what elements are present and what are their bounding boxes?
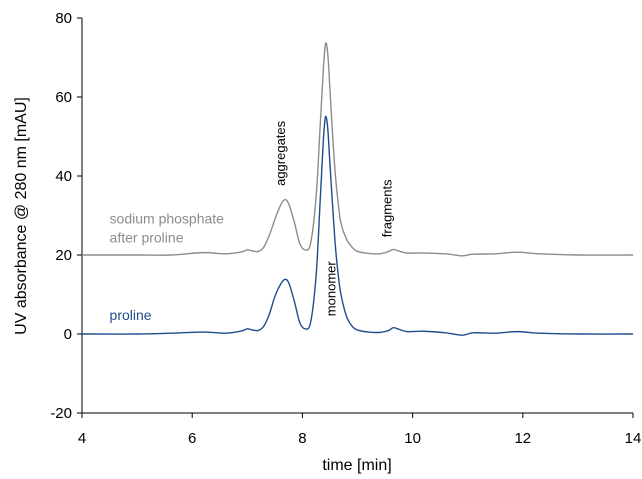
y-tick-label: 20 <box>55 247 72 264</box>
x-tick-label: 14 <box>625 430 642 447</box>
y-tick-label: 60 <box>55 89 72 106</box>
series-line-sodium-phosphate <box>82 42 634 257</box>
x-tick-label: 10 <box>404 430 421 447</box>
annotation-fragments: fragments <box>380 179 395 237</box>
annotation-aggregates: aggregates <box>273 120 288 186</box>
series-label-sodium-phosphate: sodium phosphate after proline <box>110 210 225 245</box>
series-line-proline <box>81 115 634 336</box>
y-tick-label: 0 <box>64 326 72 343</box>
x-tick-label: 8 <box>298 430 306 447</box>
y-tick-label: 80 <box>55 10 72 27</box>
series-label-proline: proline <box>110 307 152 323</box>
x-tick-label: 4 <box>78 430 86 447</box>
annotation-monomer: monomer <box>324 261 339 317</box>
y-tick-label: -20 <box>50 405 72 422</box>
axes: -20 0 20 40 60 80 4 6 8 10 12 14 <box>50 10 641 447</box>
x-tick-label: 6 <box>188 430 196 447</box>
y-tick-label: 40 <box>55 168 72 185</box>
x-axis-title: time [min] <box>322 457 391 474</box>
x-tick-label: 12 <box>514 430 531 447</box>
labels-group: sodium phosphate after proline proline aggr… <box>110 120 395 323</box>
series-group <box>81 42 634 336</box>
y-axis-title: UV absorbance @ 280 nm [mAU] <box>13 97 30 335</box>
